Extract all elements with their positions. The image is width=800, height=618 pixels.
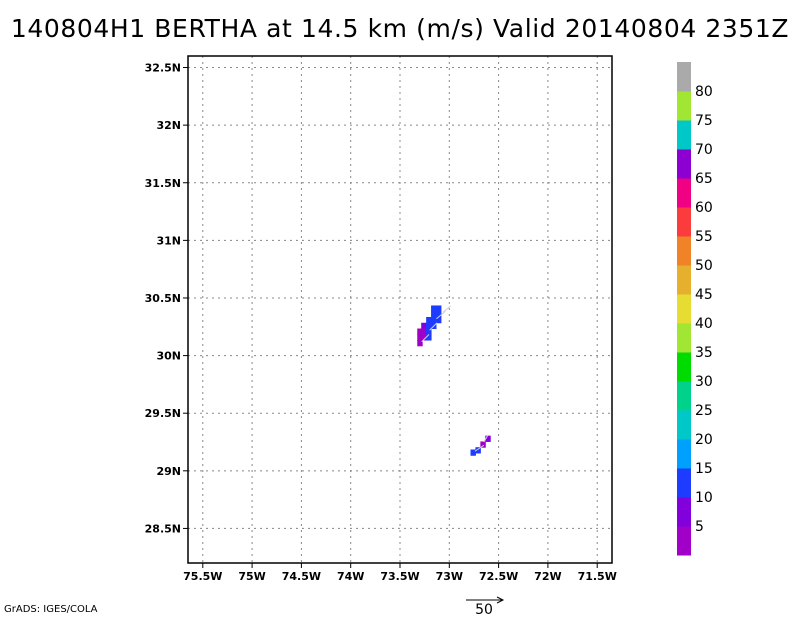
colorbar-label: 30: [695, 374, 713, 390]
wind-speed-cell: [417, 328, 423, 335]
wind-speed-cell: [426, 334, 432, 341]
colorbar-segment: [677, 526, 691, 556]
colorbar-label: 50: [695, 258, 713, 274]
x-tick-label: 75W: [238, 570, 265, 583]
colorbar-label: 25: [695, 403, 713, 419]
y-tick-label: 32N: [156, 119, 181, 132]
wind-speed-cell: [431, 311, 437, 318]
wind-vector: [474, 444, 485, 452]
x-tick-label: 75.5W: [183, 570, 222, 583]
wind-speed-cell: [435, 316, 442, 324]
wind-speed-cell: [417, 340, 423, 347]
colorbar-label: 20: [695, 432, 713, 448]
colorbar-segment: [677, 323, 691, 353]
x-axis-ticks: 75.5W 75W 74.5W 74W 73.5W 73W 72.5W 72W 71.5W: [183, 563, 617, 583]
colorbar-segment: [677, 207, 691, 237]
wind-speed-cell: [426, 328, 432, 335]
colorbar-segment: [677, 120, 691, 150]
y-tick-label: 29.5N: [145, 407, 181, 420]
wind-speed-cells: [417, 305, 491, 456]
colorbar-label: 10: [695, 490, 713, 506]
colorbar-segment: [677, 62, 691, 92]
colorbar-label: 35: [695, 345, 713, 361]
reference-vector-label: 50: [475, 602, 493, 618]
colorbar-segment: [677, 149, 691, 179]
x-tick-label: 72W: [534, 570, 561, 583]
colorbar-label: 80: [695, 84, 713, 100]
wind-speed-cell: [417, 334, 423, 341]
wind-speed-cell: [431, 316, 437, 324]
wind-speed-cell: [421, 334, 427, 341]
grid-lines: [188, 56, 612, 563]
y-tick-label: 31.5N: [145, 177, 181, 190]
colorbar-label: 65: [695, 171, 713, 187]
y-tick-label: 31N: [156, 234, 181, 247]
y-tick-label: 30.5N: [145, 292, 181, 305]
wind-vector: [421, 334, 430, 343]
y-tick-label: 29N: [156, 465, 181, 478]
y-tick-label: 30N: [156, 350, 181, 363]
x-tick-label: 74.5W: [282, 570, 321, 583]
y-tick-label: 32.5N: [145, 62, 181, 75]
colorbar-label: 15: [695, 461, 713, 477]
x-tick-label: 73W: [436, 570, 463, 583]
colorbar: 5 10 15 20 25 30 35 40 45 50 55 60 65 70 75 80: [677, 62, 713, 556]
wind-speed-cell: [426, 322, 432, 330]
colorbar-segment: [677, 468, 691, 498]
colorbar-segment: [677, 294, 691, 324]
colorbar-segment: [677, 439, 691, 469]
grads-credit: GrADS: IGES/COLA: [4, 604, 98, 615]
x-tick-label: 71.5W: [578, 570, 617, 583]
wind-speed-cell: [470, 449, 476, 456]
colorbar-segment: [677, 91, 691, 121]
wind-speed-cell: [480, 441, 486, 448]
chart-title: 140804H1 BERTHA at 14.5 km (m/s) Valid 2…: [10, 14, 790, 43]
wind-speed-cell: [435, 311, 442, 318]
colorbar-label: 45: [695, 287, 713, 303]
colorbar-label: 75: [695, 113, 713, 129]
y-tick-label: 28.5N: [145, 522, 181, 535]
wind-speed-cell: [421, 328, 427, 335]
wind-speed-cell: [485, 435, 491, 442]
colorbar-segment: [677, 352, 691, 382]
wind-speed-cell: [421, 322, 427, 330]
colorbar-segment: [677, 381, 691, 411]
wind-vector: [443, 305, 452, 313]
colorbar-label: 70: [695, 142, 713, 158]
colorbar-label: 5: [695, 519, 704, 535]
x-tick-label: 74W: [337, 570, 364, 583]
colorbar-label: 55: [695, 229, 713, 245]
colorbar-segment: [677, 178, 691, 208]
wind-speed-cell: [426, 316, 432, 324]
wind-speed-cell: [431, 305, 437, 312]
x-tick-label: 73.5W: [380, 570, 419, 583]
colorbar-segment: [677, 236, 691, 266]
colorbar-segment: [677, 265, 691, 295]
wind-speed-cell: [435, 305, 442, 312]
wind-vectors: [421, 305, 489, 452]
colorbar-segment: [677, 497, 691, 527]
wind-vector: [483, 434, 489, 443]
colorbar-label: 60: [695, 200, 713, 216]
wind-vector: [436, 310, 446, 320]
colorbar-label: 40: [695, 316, 713, 332]
wind-speed-cell: [475, 447, 481, 454]
x-tick-label: 72.5W: [479, 570, 518, 583]
y-axis-ticks: 28.5N 29N 29.5N 30N 30.5N 31N 31.5N 32N 32.5N: [145, 62, 188, 535]
colorbar-segment: [677, 410, 691, 440]
wind-vector: [429, 322, 438, 331]
reference-vector: 50: [466, 596, 505, 618]
